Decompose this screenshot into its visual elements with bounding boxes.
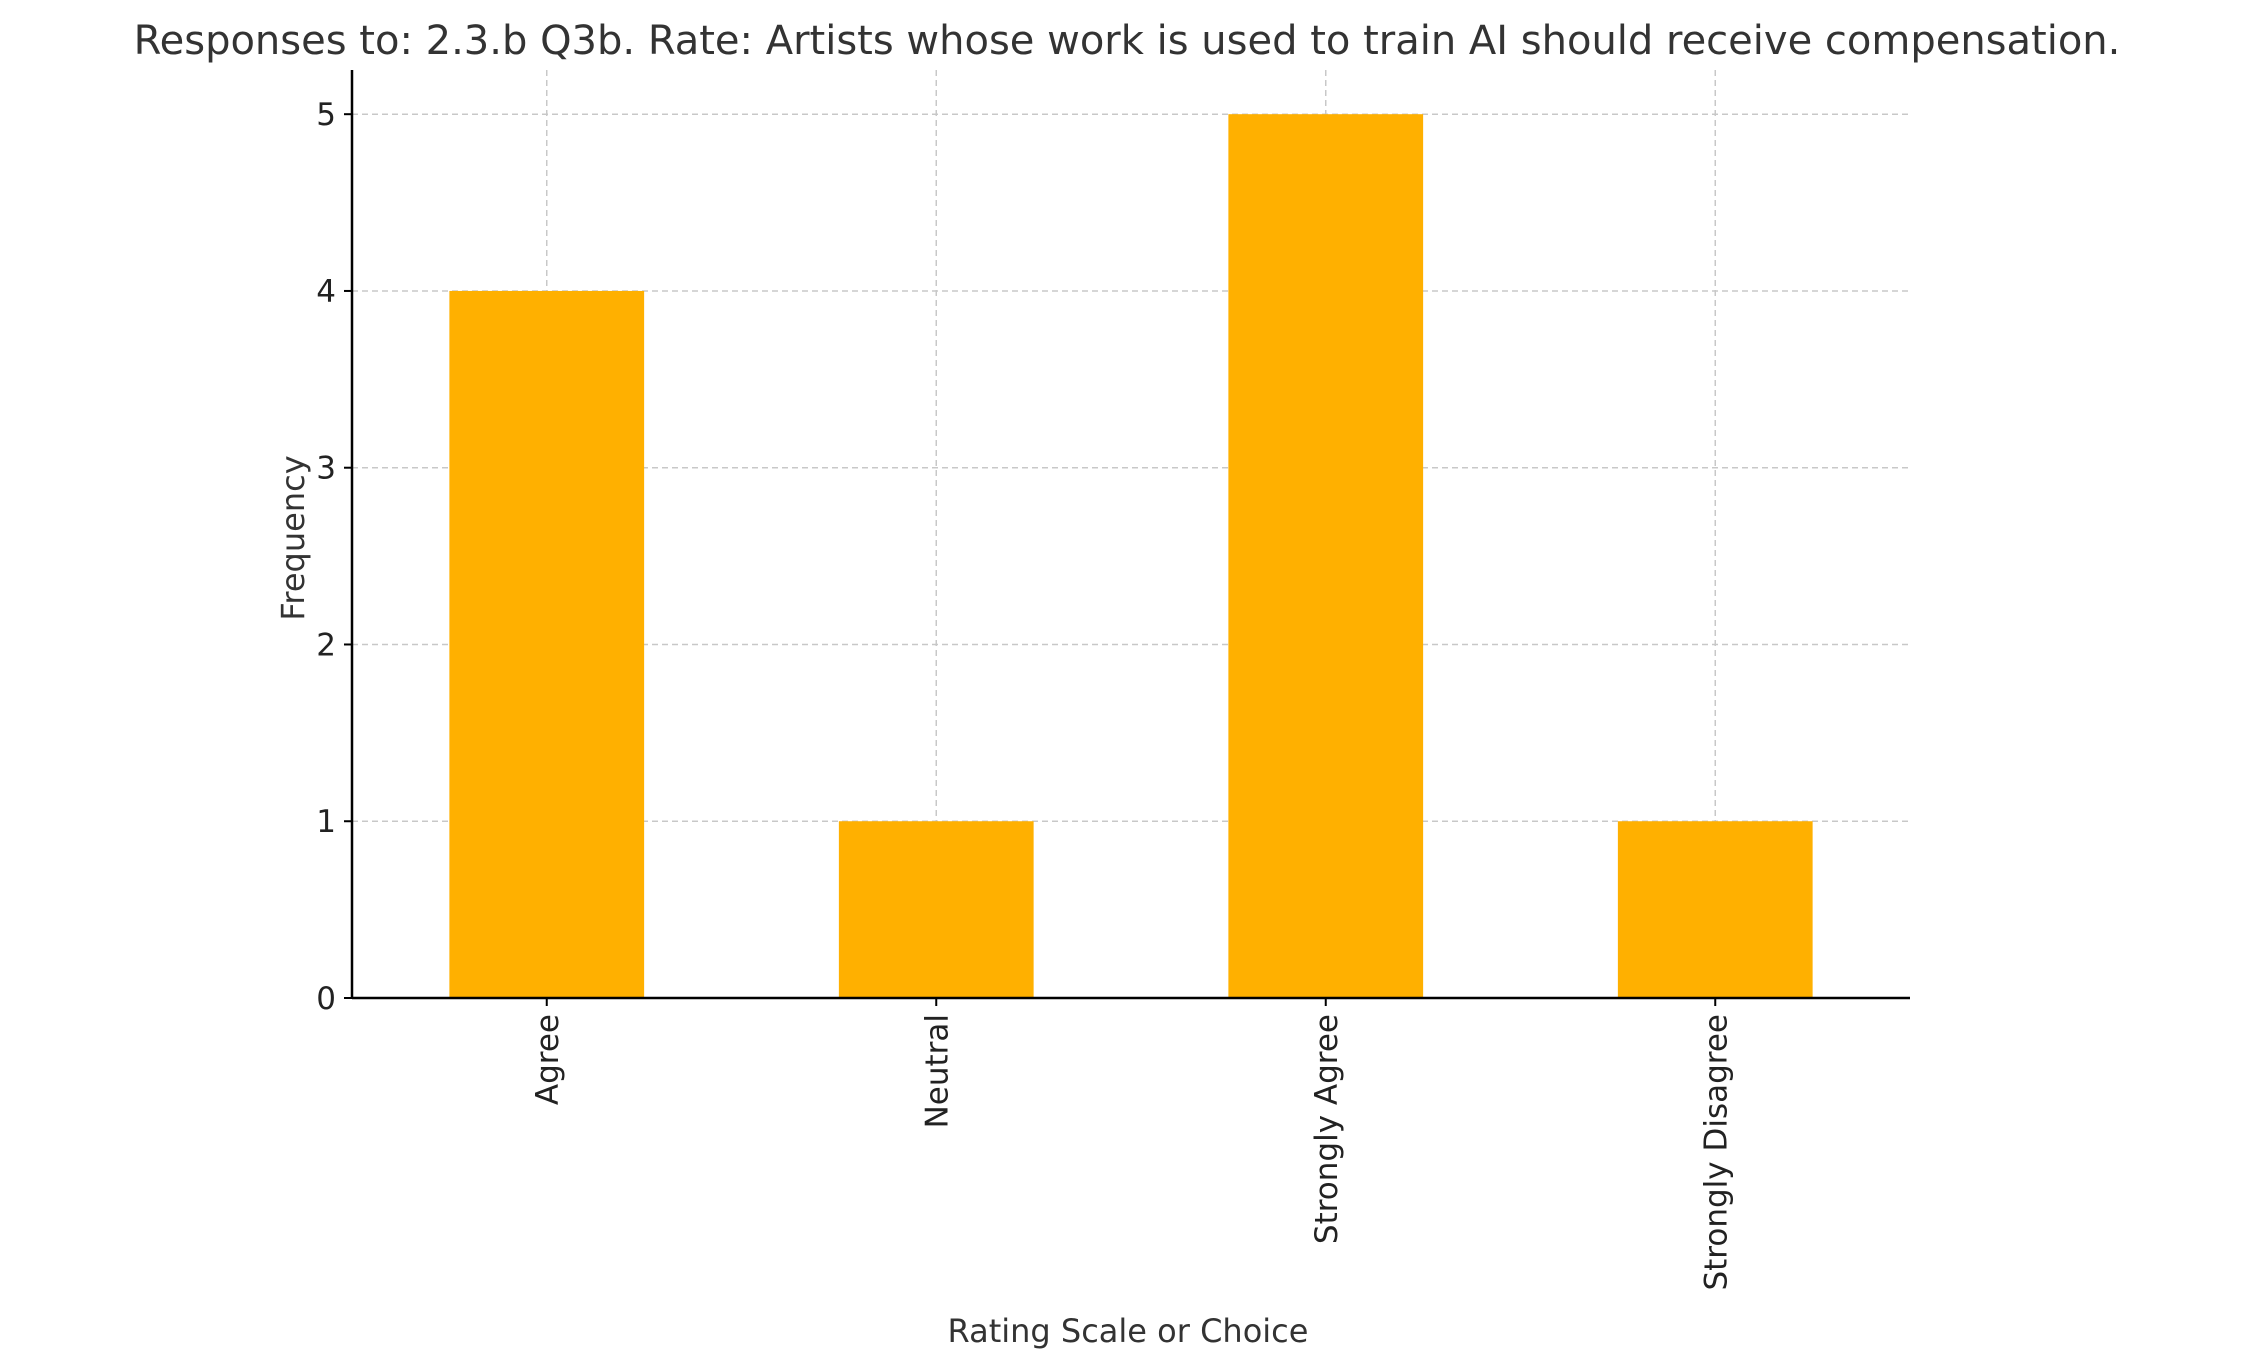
y-tick-label: 1	[316, 804, 336, 840]
bar-layer	[449, 114, 1813, 998]
axis-layer: 0 1 2 3 4 5 Agree Neutral Strongly Agree Strongly…	[316, 70, 1910, 1291]
x-tick-label: Neutral	[919, 1014, 955, 1128]
y-tick-label: 4	[316, 274, 336, 310]
y-tick-label: 2	[316, 627, 336, 663]
x-axis-label: Rating Scale or Choice	[948, 1312, 1309, 1350]
bar	[1228, 114, 1424, 998]
x-tick-label: Strongly Disagree	[1698, 1014, 1734, 1291]
bar	[838, 821, 1034, 998]
x-tick-label: Agree	[530, 1014, 566, 1105]
y-tick-label: 3	[316, 451, 336, 487]
y-tick-label: 0	[316, 981, 336, 1017]
y-axis-label: Frequency	[274, 455, 312, 620]
y-tick-label: 5	[316, 97, 336, 133]
x-tick-label: Strongly Agree	[1309, 1014, 1345, 1244]
chart-title: Responses to: 2.3.b Q3b. Rate: Artists w…	[134, 18, 2121, 64]
bar	[1617, 821, 1813, 998]
bar	[449, 290, 645, 998]
